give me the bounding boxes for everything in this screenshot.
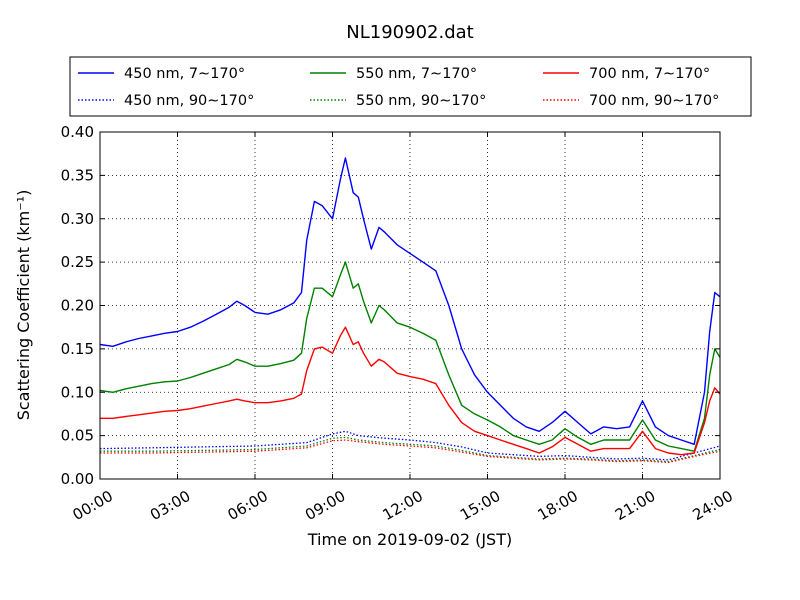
x-tick-label: 09:00 (302, 487, 348, 524)
y-tick-label: 0.30 (61, 210, 94, 228)
legend-label: 550 nm, 7∼170° (356, 66, 477, 82)
x-axis-label: Time on 2019-09-02 (JST) (307, 530, 512, 549)
legend-label: 700 nm, 7∼170° (589, 66, 710, 82)
series-line-4 (100, 436, 721, 463)
legend-label: 550 nm, 90∼170° (356, 93, 486, 109)
plot-area (99, 131, 721, 480)
x-tick-label: 12:00 (380, 487, 426, 524)
chart-title: NL190902.dat (346, 22, 473, 43)
y-tick-labels: 0.00 0.05 0.10 0.15 0.20 0.25 0.30 0.35 0.40 (61, 123, 94, 488)
legend-label: 450 nm, 7∼170° (124, 66, 245, 82)
legend-label: 450 nm, 90∼170° (124, 93, 254, 109)
x-tick-label: 15:00 (457, 487, 503, 524)
y-tick-label: 0.05 (61, 427, 94, 445)
x-tick-label: 24:00 (690, 487, 736, 524)
legend-items: 450 nm, 7∼170° 450 nm, 90∼170° 550 nm, 7∼1… (78, 66, 719, 109)
y-tick-label: 0.20 (61, 297, 94, 315)
y-tick-label: 0.25 (61, 253, 94, 271)
grid (100, 132, 720, 479)
ticks (99, 131, 721, 480)
series-line-1 (99, 157, 721, 445)
legend-box (69, 56, 752, 117)
y-tick-label: 0.00 (61, 470, 94, 488)
x-tick-label: 00:00 (70, 487, 116, 524)
series-line-5 (100, 326, 721, 456)
series-line-6 (100, 439, 721, 464)
y-tick-label: 0.35 (61, 166, 94, 184)
x-tick-label: 03:00 (147, 487, 193, 524)
series-layer (99, 157, 721, 464)
y-tick-label: 0.10 (61, 383, 94, 401)
x-tick-label: 06:00 (225, 487, 271, 524)
legend: 450 nm, 7∼170° 450 nm, 90∼170° 550 nm, 7∼1… (69, 56, 752, 117)
x-tick-label: 18:00 (535, 487, 581, 524)
y-axis-label: Scattering Coefficient (km⁻¹) (14, 190, 33, 421)
series-line-3 (99, 261, 721, 452)
x-tick-label: 21:00 (612, 487, 658, 524)
y-tick-label: 0.40 (61, 123, 94, 141)
y-tick-label: 0.15 (61, 340, 94, 358)
legend-label: 700 nm, 90∼170° (589, 93, 719, 109)
x-tick-labels: 00:00 03:00 06:00 09:00 12:00 15:00 18:00 21:00… (70, 487, 736, 524)
